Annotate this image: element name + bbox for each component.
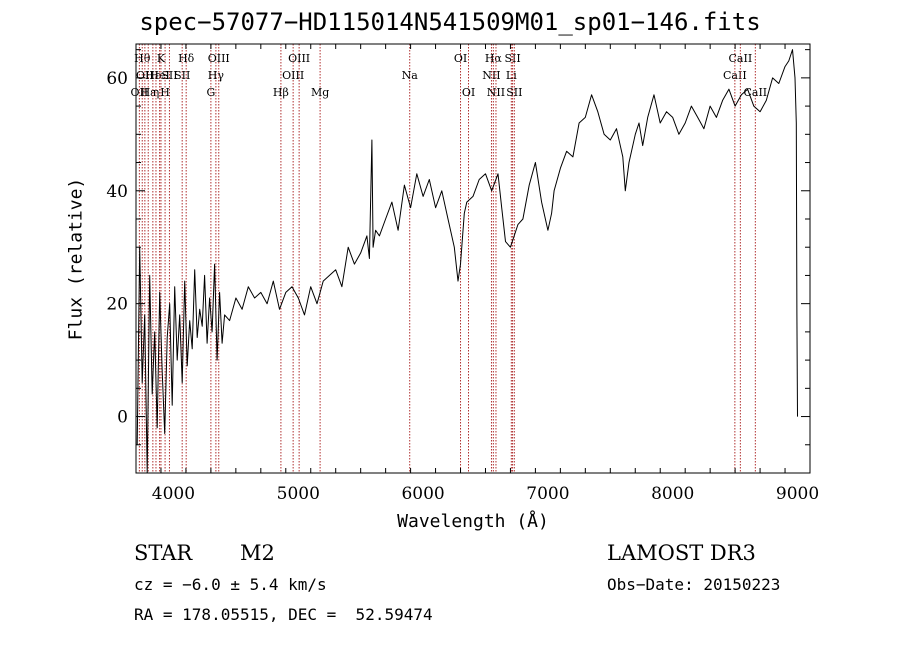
line-label: OI xyxy=(462,86,475,99)
x-tick-label: 4000 xyxy=(152,484,195,504)
line-label: NII xyxy=(487,86,505,99)
object-subclass: M2 xyxy=(240,541,275,565)
axes: 4000 5000 6000 7000 8000 9000 0 20 40 60 xyxy=(106,43,819,504)
line-label: OIII xyxy=(282,69,304,82)
line-label: SII xyxy=(506,86,522,99)
line-label: Hε xyxy=(141,86,157,99)
line-label: η xyxy=(153,86,160,99)
x-tick-label: 7000 xyxy=(526,484,569,504)
line-label: Na xyxy=(402,69,419,82)
line-label: OI xyxy=(454,52,467,65)
redshift-cz: cz = −6.0 ± 5.4 km/s xyxy=(134,575,327,594)
y-axis-label: Flux (relative) xyxy=(65,177,87,341)
line-label: Hθ xyxy=(134,52,151,65)
line-label: Li xyxy=(506,69,517,82)
line-label: H xyxy=(160,86,170,99)
line-label: SII xyxy=(504,52,520,65)
line-label: K xyxy=(157,52,166,65)
x-axis-label: Wavelength (Å) xyxy=(397,511,549,532)
y-tick-label: 20 xyxy=(106,295,128,315)
line-label: Hβ xyxy=(273,86,289,99)
y-tick-label: 60 xyxy=(106,69,128,89)
x-tick-label: 6000 xyxy=(401,484,444,504)
spectrum-line xyxy=(136,49,798,474)
line-label: OIII xyxy=(208,52,230,65)
line-label: Hδ xyxy=(178,52,195,65)
chart-title: spec−57077−HD115014N541509M01_sp01−146.f… xyxy=(139,8,761,36)
line-label: OIII xyxy=(288,52,310,65)
plot-frame xyxy=(135,43,811,474)
line-label: G xyxy=(206,86,215,99)
x-tick-label: 5000 xyxy=(277,484,320,504)
line-label: Mg xyxy=(311,86,329,99)
survey-name: LAMOST DR3 xyxy=(607,541,756,565)
line-label: SII xyxy=(174,69,190,82)
line-label: CaII xyxy=(743,86,767,99)
line-label: Hα xyxy=(485,52,503,65)
observation-date: Obs−Date: 20150223 xyxy=(607,575,781,594)
line-label: Hε xyxy=(145,69,161,82)
emission-lines: OIIHθOIIHεHεηHeIKHSIISIIHδGHγOIIIHβOIIIO… xyxy=(131,44,767,473)
line-label: NII xyxy=(482,69,500,82)
line-label: SII xyxy=(161,69,177,82)
line-label: OII xyxy=(136,69,154,82)
line-label: Hγ xyxy=(208,69,225,82)
object-type: STAR xyxy=(134,541,193,565)
y-tick-label: 0 xyxy=(117,408,128,428)
line-label: CaII xyxy=(723,69,747,82)
ra-dec: RA = 178.05515, DEC = 52.59474 xyxy=(134,605,433,624)
spectrum-series xyxy=(136,49,798,474)
x-tick-label: 8000 xyxy=(651,484,694,504)
x-tick-label: 9000 xyxy=(776,484,819,504)
line-label: CaII xyxy=(729,52,753,65)
y-tick-label: 40 xyxy=(106,182,128,202)
line-label: OII xyxy=(131,86,149,99)
